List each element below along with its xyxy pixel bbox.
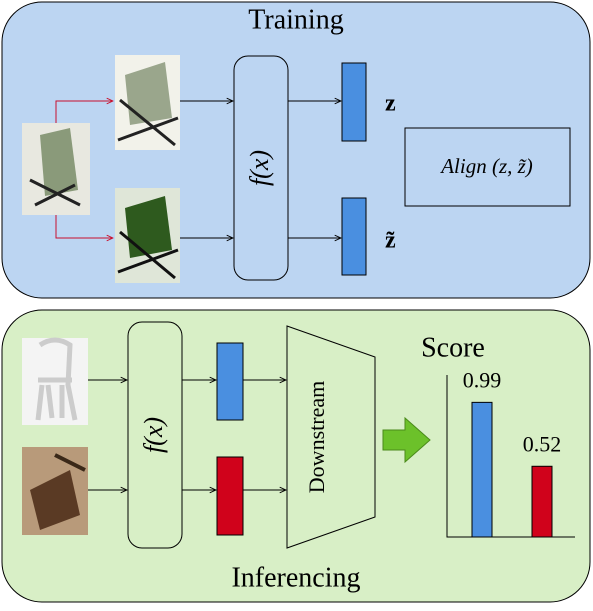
arrow — [55, 101, 113, 123]
green-arrow — [382, 416, 431, 464]
embedding — [341, 62, 367, 142]
score-label: 0.52 — [523, 431, 562, 456]
align-label: Align (z, z̃) — [439, 154, 533, 178]
encoder-label: f(x) — [245, 150, 274, 186]
augmented-image — [115, 188, 180, 283]
task-label: Downstream — [304, 381, 329, 493]
score-title: Score — [421, 332, 485, 363]
inferencing-panel — [1, 309, 591, 603]
input-image — [22, 337, 88, 425]
arrow — [55, 215, 113, 238]
training-title: Training — [248, 4, 343, 35]
augmented-image — [115, 55, 180, 150]
score-label: 0.99 — [463, 367, 502, 392]
embedding — [216, 456, 244, 536]
align-box — [404, 127, 571, 207]
encoder-box — [127, 321, 183, 549]
source-image — [22, 123, 90, 215]
encoder-label: f(x) — [139, 417, 168, 453]
embedding — [341, 197, 367, 276]
input-image — [22, 447, 88, 535]
task-box — [286, 325, 376, 549]
score-bars: 0.99 0.52 — [463, 367, 562, 538]
score-bar — [471, 401, 493, 538]
task-label-text: Downstream — [304, 381, 329, 493]
inferencing-title: Inferencing — [231, 562, 360, 593]
encoder-box — [233, 55, 289, 281]
training-panel — [1, 1, 591, 299]
embedding-label: z — [385, 91, 396, 117]
score-bar — [531, 465, 553, 538]
embedding-label: z̃ — [385, 228, 396, 254]
embedding — [216, 342, 244, 421]
